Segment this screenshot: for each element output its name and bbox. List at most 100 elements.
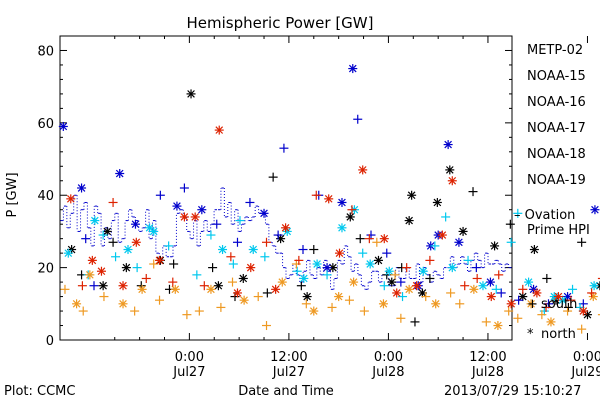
north-point-noaa-19 <box>179 212 189 222</box>
south-point-noaa-15 <box>179 183 189 193</box>
mark-stroke <box>324 195 333 203</box>
mark-stroke <box>171 285 180 294</box>
x-tick-date: Jul27 <box>272 365 305 380</box>
mark-stroke <box>187 90 195 98</box>
mark-stroke <box>448 263 457 272</box>
mark-stroke <box>215 126 224 134</box>
north-point-noaa-18 <box>277 277 287 287</box>
mark-stroke <box>122 263 131 272</box>
y-tick-label: 60 <box>37 117 54 132</box>
south-point-noaa-18 <box>359 306 369 316</box>
south-point-noaa-18 <box>455 299 465 309</box>
south-point-noaa-19 <box>226 252 236 262</box>
north-point-metp-02 <box>445 165 455 175</box>
legend-entry: NOAA-16 <box>527 95 586 110</box>
north-point-noaa-15 <box>115 169 125 179</box>
mark-stroke <box>124 245 132 254</box>
mark-stroke <box>338 223 346 232</box>
north-point-noaa-16 <box>282 226 292 236</box>
mark-stroke <box>132 238 141 247</box>
symbol-key-glyph: + <box>527 297 538 312</box>
mark-stroke <box>303 292 311 301</box>
south-point-metp-02 <box>108 237 118 247</box>
north-point-noaa-18 <box>72 299 82 309</box>
x-tick-date: Jul29 <box>570 365 600 380</box>
south-point-noaa-18 <box>396 313 406 323</box>
south-point-noaa-16 <box>463 255 473 265</box>
mark-stroke <box>419 267 428 276</box>
north-point-noaa-19 <box>578 306 588 316</box>
mark-stroke <box>338 198 346 207</box>
north-point-noaa-18 <box>469 284 479 294</box>
north-point-metp-02 <box>213 281 223 291</box>
mark-stroke <box>507 299 515 308</box>
south-point-noaa-16 <box>491 284 501 294</box>
south-point-noaa-15 <box>471 263 481 273</box>
mark-stroke <box>239 274 248 283</box>
north-point-noaa-18 <box>309 306 319 316</box>
mark-stroke <box>348 64 357 73</box>
north-point-noaa-19 <box>118 281 128 291</box>
south-point-metp-02 <box>208 263 218 273</box>
mark-stroke <box>366 260 375 268</box>
mark-stroke <box>358 166 367 174</box>
mark-stroke <box>115 169 124 178</box>
mark-stroke <box>271 285 280 294</box>
mark-stroke <box>547 318 555 326</box>
south-point-metp-02 <box>262 288 272 298</box>
mark-stroke <box>470 285 478 294</box>
mark-stroke <box>524 278 533 286</box>
symbol-key-glyph: * <box>527 327 534 342</box>
x-tick-time: 0:00 <box>374 350 403 365</box>
south-point-noaa-15 <box>366 230 376 240</box>
south-point-noaa-15 <box>232 237 242 247</box>
mark-stroke <box>387 278 396 286</box>
mark-stroke <box>527 299 535 308</box>
mark-stroke <box>558 296 567 305</box>
south-point-metp-02 <box>425 273 435 283</box>
south-point-noaa-19 <box>347 205 357 215</box>
north-point-noaa-19 <box>392 288 402 298</box>
mark-stroke <box>323 263 331 272</box>
mark-stroke <box>490 242 499 250</box>
north-point-noaa-15 <box>454 237 464 247</box>
mark-stroke <box>563 292 572 301</box>
symbol-key-label: north <box>541 327 576 342</box>
mark-stroke <box>374 256 383 265</box>
south-point-noaa-15 <box>298 245 308 255</box>
north-point-noaa-18 <box>526 299 536 309</box>
mark-stroke <box>283 227 292 236</box>
south-point-noaa-18 <box>372 237 382 247</box>
north-point-noaa-16 <box>524 277 534 287</box>
mark-stroke <box>455 238 463 247</box>
mark-stroke <box>486 278 495 286</box>
mark-stroke <box>335 249 344 257</box>
y-tick-label: 40 <box>37 189 54 204</box>
south-point-noaa-18 <box>390 270 400 280</box>
south-point-noaa-18 <box>344 295 354 305</box>
y-tick-label: 80 <box>37 44 54 59</box>
data-points <box>58 64 600 334</box>
north-point-noaa-16 <box>218 245 228 255</box>
north-point-noaa-15 <box>590 205 600 215</box>
legend-entry: NOAA-15 <box>527 69 586 84</box>
mark-stroke <box>433 198 442 207</box>
north-point-noaa-18 <box>85 270 95 280</box>
south-point-noaa-18 <box>155 295 165 305</box>
north-point-noaa-19 <box>131 237 141 247</box>
mark-stroke <box>334 292 343 301</box>
south-point-metp-02 <box>468 187 478 197</box>
north-point-metp-02 <box>121 263 131 273</box>
south-point-noaa-18 <box>504 306 514 316</box>
ovation-series <box>60 187 512 290</box>
mark-stroke <box>589 292 598 301</box>
south-point-noaa-15 <box>81 234 91 244</box>
mark-stroke <box>149 227 158 236</box>
south-point-noaa-15 <box>279 143 289 153</box>
north-point-noaa-19 <box>412 281 422 291</box>
north-point-noaa-19 <box>66 194 76 204</box>
south-point-noaa-18 <box>481 317 491 327</box>
south-point-noaa-19 <box>587 288 597 298</box>
mark-stroke <box>197 205 206 214</box>
x-tick-time: 0:00 <box>573 350 600 365</box>
